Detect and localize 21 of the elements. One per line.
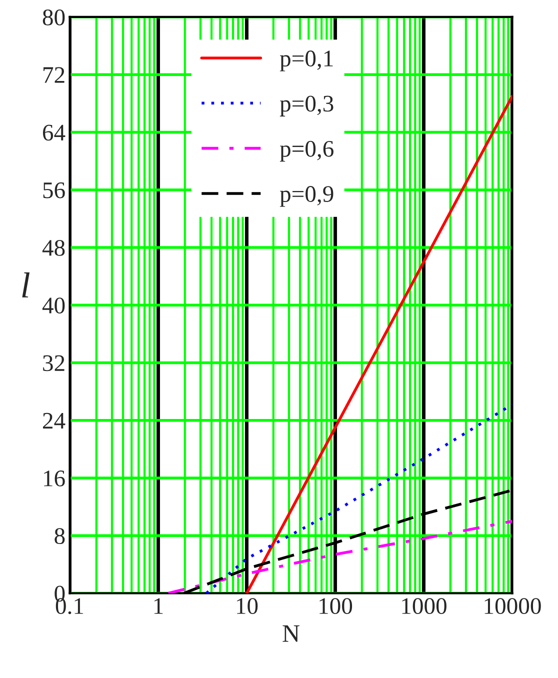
y-axis-title: l bbox=[22, 272, 30, 298]
legend-label: p=0,1 bbox=[280, 50, 333, 72]
x-tick-label: 1 bbox=[154, 598, 163, 614]
x-tick-label: 1000 bbox=[402, 598, 446, 614]
x-axis-title: N bbox=[282, 625, 300, 642]
y-tick-label: 40 bbox=[42, 298, 65, 314]
y-tick-label: 64 bbox=[42, 124, 66, 141]
y-tick-label: 24 bbox=[43, 412, 66, 429]
y-tick-label: 72 bbox=[44, 67, 64, 83]
y-tick-label: 56 bbox=[43, 182, 65, 198]
legend-label: p=0,6 bbox=[280, 140, 334, 162]
y-tick-label: 16 bbox=[44, 470, 65, 486]
y-tick-label: 32 bbox=[43, 355, 64, 372]
y-tick-label: 8 bbox=[54, 528, 65, 544]
x-tick-label: 10 bbox=[237, 598, 258, 614]
legend-label: p=0,9 bbox=[280, 186, 334, 207]
y-tick-label: 80 bbox=[42, 9, 65, 26]
y-tick-label: 48 bbox=[42, 240, 65, 256]
legend-label: p=0,3 bbox=[280, 96, 334, 116]
x-tick-label: 100 bbox=[320, 598, 352, 614]
x-tick-label: 10000 bbox=[484, 598, 541, 614]
